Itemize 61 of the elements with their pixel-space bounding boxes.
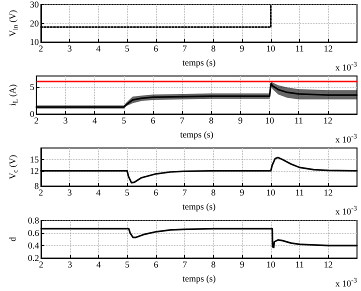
- x-tick-label: 12: [324, 188, 333, 198]
- x-tick-label: 11: [295, 188, 304, 198]
- x-tick-label: 8: [211, 260, 216, 270]
- y-tick-label: 8: [34, 181, 40, 192]
- x-tick-label: 8: [211, 188, 216, 198]
- y-tick-label: 30: [30, 0, 40, 10]
- x-tick-label: 2: [38, 188, 44, 198]
- x-tick-label: 7: [182, 44, 188, 54]
- x-tick-label: 7: [180, 116, 185, 126]
- x-tick-label: 3: [68, 260, 73, 270]
- x-tick-label: 7: [182, 260, 188, 270]
- x-tick-label: 6: [154, 260, 159, 270]
- x-tick-label: 5: [124, 44, 130, 54]
- x-tick-label: 10: [266, 44, 276, 54]
- x-tick-label: 4: [92, 116, 98, 126]
- x-tick-label: 5: [122, 116, 127, 126]
- x-tick-label: 9: [240, 44, 245, 54]
- x-tick-label: 6: [154, 188, 159, 198]
- x-tick-label: 12: [323, 116, 332, 126]
- x-axis-title: temps (s): [182, 274, 216, 284]
- x-axis-title: temps (s): [182, 202, 216, 212]
- y-axis-title: d: [8, 236, 18, 242]
- x-tick-label: 5: [124, 188, 130, 198]
- y-tick-label: 0.4: [28, 240, 40, 251]
- y-tick-label: 10: [30, 37, 40, 48]
- x-tick-label: 11: [294, 116, 304, 126]
- x-tick-label: 7: [182, 188, 188, 198]
- x-tick-label: 2: [34, 116, 39, 126]
- y-tick-label: 0.6: [28, 228, 40, 238]
- x-tick-label: 5: [125, 260, 130, 270]
- x-tick-label: 8: [211, 44, 216, 54]
- x-tick-label: 9: [240, 188, 245, 198]
- y-tick-label: 12: [30, 166, 39, 176]
- x-tick-label: 11: [295, 44, 304, 54]
- x-tick-label: 4: [96, 260, 102, 270]
- x-tick-label: 12: [324, 44, 333, 54]
- x-tick-label: 10: [265, 116, 275, 126]
- x-tick-label: 3: [67, 188, 72, 198]
- y-tick-label: 20: [30, 18, 40, 28]
- x-tick-label: 4: [96, 44, 102, 54]
- y-tick-label: 15: [30, 154, 40, 164]
- x-tick-label: 10: [266, 260, 276, 270]
- x-tick-label: 12: [324, 260, 333, 270]
- y-tick-label: 0: [30, 109, 35, 120]
- x-tick-label: 10: [266, 188, 276, 198]
- x-tick-label: 6: [154, 44, 159, 54]
- x-tick-label: 9: [240, 260, 245, 270]
- y-tick-label: 5: [30, 82, 35, 92]
- x-tick-label: 9: [238, 116, 244, 126]
- x-tick-label: 11: [295, 260, 304, 270]
- x-axis-title: temps (s): [180, 130, 214, 140]
- x-tick-label: 4: [96, 188, 102, 198]
- y-tick-label: 0.8: [28, 216, 40, 226]
- x-tick-label: 3: [63, 116, 68, 126]
- x-tick-label: 2: [38, 260, 44, 270]
- x-tick-label: 3: [67, 44, 72, 54]
- x-tick-label: 6: [150, 116, 156, 126]
- x-axis-title: temps (s): [182, 58, 216, 68]
- x-tick-label: 2: [38, 44, 44, 54]
- x-tick-label: 8: [209, 116, 214, 126]
- y-tick-label: 0.2: [28, 253, 40, 264]
